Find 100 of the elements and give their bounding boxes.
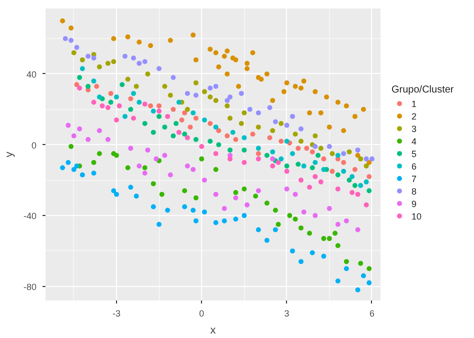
point — [238, 90, 244, 96]
point — [202, 210, 207, 215]
point — [335, 152, 340, 158]
legend-label: 3 — [412, 124, 417, 134]
point — [170, 106, 176, 112]
legend-title: Grupo/Cluster — [392, 84, 454, 96]
legend-label: 7 — [412, 174, 417, 184]
point — [213, 50, 218, 56]
point — [307, 110, 312, 116]
point — [136, 60, 142, 66]
y-axis-title: y — [3, 151, 16, 158]
point — [142, 59, 148, 64]
point — [256, 146, 261, 151]
point — [233, 57, 238, 62]
point — [108, 100, 114, 105]
point — [208, 94, 213, 100]
point — [193, 116, 198, 121]
point — [136, 100, 142, 105]
point — [242, 213, 247, 218]
point — [272, 208, 278, 213]
point — [233, 136, 238, 142]
point — [128, 184, 134, 190]
point — [174, 121, 179, 126]
point — [184, 164, 190, 168]
point — [190, 110, 196, 116]
point — [184, 90, 190, 96]
point — [105, 105, 110, 110]
point — [74, 164, 80, 168]
point — [182, 204, 188, 210]
point — [162, 84, 168, 89]
point — [96, 151, 102, 156]
legend-label: 6 — [412, 162, 417, 172]
point — [131, 90, 136, 96]
point — [176, 100, 182, 105]
point — [366, 280, 372, 286]
point — [358, 182, 364, 188]
point — [145, 148, 150, 153]
point — [105, 60, 110, 66]
point — [142, 165, 148, 170]
point — [170, 133, 176, 138]
point — [216, 64, 222, 70]
point — [105, 136, 110, 142]
point — [176, 130, 182, 135]
point — [213, 220, 218, 226]
point — [228, 156, 233, 162]
legend-label: 4 — [412, 136, 417, 147]
point — [316, 152, 321, 158]
point — [312, 144, 318, 150]
point — [369, 156, 374, 162]
point — [301, 164, 306, 168]
point — [352, 167, 358, 172]
point — [321, 236, 326, 242]
legend-label: 8 — [412, 186, 417, 197]
point — [341, 128, 346, 134]
point — [199, 144, 204, 150]
point — [270, 98, 276, 104]
point — [244, 202, 250, 208]
point — [190, 32, 196, 38]
point — [71, 167, 76, 172]
point — [256, 227, 261, 232]
legend-label: 5 — [412, 149, 417, 160]
point — [350, 190, 355, 196]
point — [114, 192, 119, 197]
point — [242, 110, 247, 116]
legend-label: 10 — [412, 211, 422, 222]
point — [281, 89, 286, 94]
point — [86, 136, 91, 142]
point — [125, 34, 130, 40]
point — [114, 117, 119, 122]
point — [222, 54, 227, 59]
point — [330, 168, 335, 174]
point — [128, 96, 134, 102]
point — [312, 133, 318, 138]
point — [208, 46, 213, 52]
point — [304, 146, 310, 151]
point — [287, 213, 292, 218]
point — [150, 130, 156, 135]
point — [292, 216, 298, 222]
point — [80, 172, 85, 178]
point — [284, 122, 290, 128]
point — [290, 151, 295, 156]
point — [131, 56, 136, 61]
point — [80, 57, 85, 62]
point — [318, 146, 324, 151]
point — [256, 188, 261, 194]
point — [298, 178, 304, 183]
point — [341, 160, 346, 165]
point — [71, 133, 76, 138]
point — [335, 222, 340, 227]
point — [358, 156, 364, 162]
point — [208, 121, 213, 126]
point — [188, 124, 193, 130]
point — [150, 181, 156, 186]
point — [292, 84, 298, 89]
point — [350, 174, 355, 180]
point — [233, 190, 238, 196]
point — [91, 78, 96, 84]
point — [86, 54, 91, 59]
point — [312, 174, 318, 180]
point — [264, 238, 270, 243]
